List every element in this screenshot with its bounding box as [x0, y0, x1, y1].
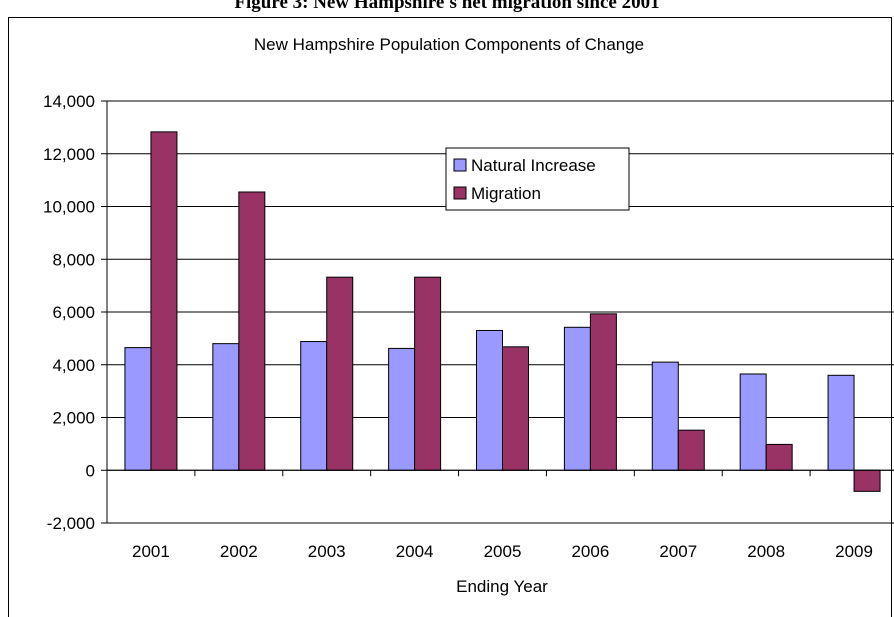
bar-migration-2004 [414, 276, 442, 471]
legend-label: Natural Increase [471, 156, 596, 175]
y-tick-label: 0 [86, 461, 95, 480]
legend-box [445, 147, 630, 211]
bar-migration-2007 [677, 429, 705, 471]
bar-migration-2001 [150, 131, 178, 471]
x-tick-label: 2005 [484, 542, 522, 561]
bar-natural-increase-2006 [563, 326, 591, 471]
chart-title: New Hampshire Population Components of C… [254, 35, 644, 54]
x-tick-label: 2007 [659, 542, 697, 561]
y-tick-label: 6,000 [52, 303, 95, 322]
legend-swatch [453, 158, 467, 172]
bar-migration-2006 [589, 313, 617, 471]
legend: Natural Increase Migration [445, 147, 630, 211]
x-tick-label: 2006 [571, 542, 609, 561]
x-axis-title: Ending Year [456, 577, 548, 596]
legend-label: Migration [471, 184, 541, 203]
y-tick-label: 10,000 [43, 198, 95, 217]
x-tick-label: 2001 [132, 542, 170, 561]
y-tick-labels: -2,000 0 2,000 4,000 6,000 8,000 10,000 12,000 1… [43, 92, 95, 533]
bar-natural-increase-2002 [212, 343, 240, 471]
bar-natural-increase-2005 [476, 329, 503, 471]
bar-natural-increase-2009 [827, 374, 855, 471]
bar-migration-2002 [238, 191, 266, 471]
bars [124, 131, 881, 492]
x-tick-label: 2009 [835, 542, 873, 561]
y-tick-label: -2,000 [47, 514, 95, 533]
x-tick-labels: 2001 2002 2003 2004 2005 2006 2007 2008 2009 [132, 542, 873, 561]
x-tick-label: 2003 [308, 542, 346, 561]
bar-natural-increase-2001 [124, 347, 152, 471]
chart-frame [8, 17, 892, 617]
y-tick-label: 14,000 [43, 92, 95, 111]
x-tick-label: 2004 [396, 542, 434, 561]
figure-caption: Figure 3: New Hampshire's net migration … [234, 0, 660, 13]
legend-swatch [453, 186, 467, 200]
y-tick-label: 2,000 [52, 409, 95, 428]
bar-migration-2008 [765, 443, 793, 471]
bar-migration-2009 [853, 469, 881, 492]
bar-natural-increase-2004 [388, 347, 416, 471]
y-tick-label: 4,000 [52, 356, 95, 375]
bar-natural-increase-2007 [651, 361, 679, 471]
bar-natural-increase-2008 [739, 373, 767, 471]
bar-natural-increase-2003 [300, 341, 328, 471]
x-tick-label: 2002 [220, 542, 258, 561]
y-tick-label: 8,000 [52, 250, 95, 269]
bar-migration-2003 [326, 276, 354, 471]
x-tick-label: 2008 [747, 542, 785, 561]
y-tick-label: 12,000 [43, 145, 95, 164]
bar-migration-2005 [502, 346, 529, 471]
axes [101, 100, 894, 524]
